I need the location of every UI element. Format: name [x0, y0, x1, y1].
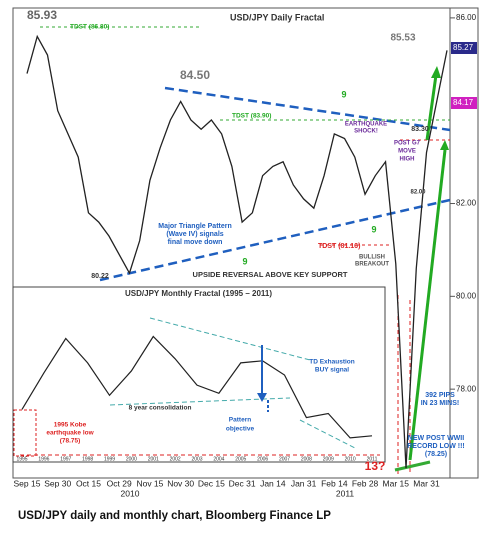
- x-tick-label: Oct 15: [76, 478, 101, 488]
- annotation: 13?: [365, 459, 386, 473]
- annotation: BREAKOUT: [355, 262, 389, 268]
- y-tick-label: 86.00: [456, 13, 477, 22]
- trend-lines: [40, 26, 451, 475]
- annotation: EARTHQUAKE: [345, 122, 387, 128]
- annotation: BULLISH: [359, 255, 385, 261]
- x-tick-label: Jan 14: [260, 478, 286, 488]
- annotation: (Wave IV) signals: [166, 231, 223, 238]
- price-tag: [451, 97, 477, 109]
- annotation: UPSIDE REVERSAL ABOVE KEY SUPPORT: [193, 270, 348, 279]
- annotation: TDST (81.16): [318, 243, 360, 250]
- x-tick-label: 2005: [235, 456, 246, 462]
- x-tick-label: Jan 31: [291, 478, 317, 488]
- x-tick-label: Feb 28: [352, 478, 379, 488]
- annotation: objective: [226, 426, 255, 433]
- price-tag: [451, 42, 477, 54]
- annotation: POST G7: [394, 141, 421, 147]
- x-tick-label: Dec 31: [229, 478, 256, 488]
- annotation: (78.75): [60, 438, 81, 445]
- caption: USD/JPY daily and monthly chart, Bloombe…: [18, 510, 331, 522]
- annotation: 1995 Kobe: [54, 422, 87, 429]
- x-tick-label: 2006: [257, 456, 268, 462]
- price-tag-label: 84.17: [453, 98, 474, 107]
- annotation: 85.53: [390, 33, 415, 44]
- x-tick-label: 2000: [126, 456, 137, 462]
- annotation: 9: [242, 256, 247, 266]
- annotation: final move down: [168, 239, 223, 246]
- chart-title: USD/JPY Daily Fractal: [230, 12, 324, 22]
- monthly-line: [21, 335, 373, 439]
- x-tick-label: 1999: [104, 456, 115, 462]
- y-tick-label: 80.00: [456, 291, 477, 300]
- annotation: 85.93: [27, 8, 57, 22]
- x-tick-label: 2004: [213, 456, 224, 462]
- annotation: 82.00: [410, 190, 426, 196]
- x-tick-label: Nov 30: [167, 478, 194, 488]
- x-tick-label: 2001: [148, 456, 159, 462]
- price-tag-label: 85.27: [453, 43, 474, 52]
- x-tick-label: 2007: [279, 456, 290, 462]
- inset-title: USD/JPY Monthly Fractal (1995 – 2011): [125, 289, 272, 298]
- annotation: MOVE: [398, 149, 416, 155]
- x-tick-label: Nov 15: [136, 478, 163, 488]
- annotation: 392 PIPS: [425, 392, 455, 399]
- x-tick-label: Mar 15: [383, 478, 410, 488]
- annotation: SHOCK!: [354, 129, 378, 135]
- annotation: 80.22: [91, 273, 109, 280]
- x-tick-label: 2008: [301, 456, 312, 462]
- annotation: Pattern: [229, 417, 251, 424]
- x-tick-label: 2003: [191, 456, 202, 462]
- annotation: IN 23 MINS!: [421, 400, 460, 407]
- annotation: BUY signal: [315, 367, 349, 374]
- x-tick-label: 2011: [367, 456, 378, 462]
- annotation: 83.30: [411, 126, 429, 133]
- y-tick-label: 82.00: [456, 199, 477, 208]
- annotation: 84.50: [180, 68, 210, 82]
- x-tick-label: 1997: [60, 456, 71, 462]
- annotation: earthquake low: [46, 430, 94, 437]
- x-tick-label: 1996: [38, 456, 49, 462]
- year-label: 2010: [121, 488, 140, 498]
- price-line: [26, 34, 448, 469]
- year-label: 2011: [336, 488, 355, 498]
- x-tick-label: 2010: [345, 456, 356, 462]
- annotation: NEW POST WWII: [408, 435, 464, 442]
- x-tick-label: Dec 15: [198, 478, 225, 488]
- price-axis: [449, 7, 479, 479]
- x-tick-label: Sep 30: [44, 478, 71, 488]
- x-tick-label: Sep 15: [14, 478, 41, 488]
- annotation: RECORD LOW !!!: [407, 443, 465, 450]
- x-tick-label: 1998: [82, 456, 93, 462]
- annotation: (78.25): [425, 451, 447, 458]
- x-tick-label: 2002: [170, 456, 181, 462]
- x-tick-label: Oct 29: [107, 478, 132, 488]
- annotation: 9: [371, 224, 376, 234]
- inset-frame: [12, 286, 386, 463]
- annotation: Major Triangle Pattern: [158, 223, 232, 230]
- x-tick-label: Mar 31: [413, 478, 440, 488]
- annotation: 9: [341, 89, 346, 99]
- annotation: TD Exhaustion: [309, 359, 355, 366]
- annotation: 8 year consolidation: [129, 405, 192, 412]
- x-tick-label: 1995: [16, 456, 27, 462]
- x-tick-label: Feb 14: [321, 478, 348, 488]
- caption-box: [14, 500, 474, 530]
- y-tick-label: 78.00: [456, 384, 477, 393]
- annotation: TDST (83.90): [232, 113, 271, 120]
- inset-trend-lines: [13, 317, 380, 457]
- annotation: TDST (86.80): [70, 24, 109, 31]
- annotation: HIGH: [400, 157, 415, 163]
- x-tick-label: 2009: [323, 456, 334, 462]
- inset-layer: 1995 1996 1997 1998 1999 2000 2001 2002 2003 2004…: [16, 289, 377, 462]
